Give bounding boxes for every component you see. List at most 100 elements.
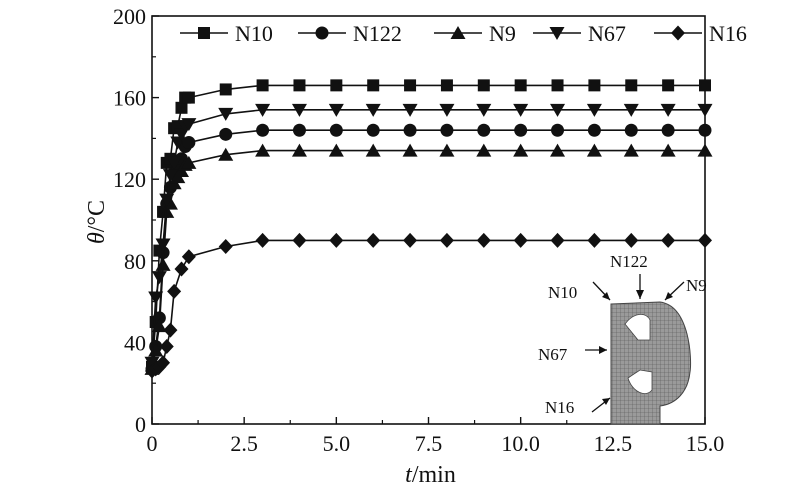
data-point-n9: [513, 143, 529, 157]
data-point-n67: [476, 103, 492, 117]
data-point-n67: [162, 169, 178, 183]
mesh-slot-top: [624, 314, 651, 341]
inset-arrowhead: [602, 398, 610, 405]
x-axis-unit: /min: [412, 462, 456, 488]
data-point-n122: [366, 123, 380, 137]
data-point-n122: [514, 123, 528, 137]
data-point-n9: [476, 143, 492, 157]
data-point-n67: [159, 193, 175, 207]
data-point-n9: [151, 319, 167, 333]
y-tick-label: 0: [135, 412, 146, 437]
data-point-n67: [166, 156, 182, 170]
legend-marker-n9: [450, 26, 466, 39]
y-axis-symbol: θ: [84, 232, 110, 244]
data-point-n16: [167, 283, 182, 299]
data-point-n9: [402, 143, 418, 157]
data-point-n10: [625, 79, 638, 92]
legend-marker-n122: [315, 26, 329, 40]
data-point-n10: [182, 91, 195, 104]
data-point-n67: [586, 103, 602, 117]
data-point-n9: [623, 143, 639, 157]
data-point-n9: [365, 143, 381, 157]
chart-axes: 0 2.5 5.0 7.5 10.0 12.5 15.0 0 40 80 120 160 200 t/mi…: [84, 4, 724, 488]
data-point-n16: [329, 232, 344, 248]
y-tick-label: 160: [113, 86, 146, 111]
legend-item-n9: N9: [434, 21, 516, 46]
data-point-n10: [367, 79, 380, 92]
data-point-n16: [513, 232, 528, 248]
legend-label: N10: [235, 21, 273, 46]
data-point-n67: [144, 356, 160, 370]
series-n16: [145, 232, 712, 379]
data-point-n9: [155, 257, 171, 271]
data-point-n122: [182, 135, 196, 149]
data-point-n67: [623, 103, 639, 117]
data-point-n10: [404, 79, 417, 92]
data-point-n122: [661, 123, 675, 137]
inset-callout-n9: N9: [664, 276, 707, 301]
data-point-n67: [697, 103, 713, 117]
data-point-n10: [514, 79, 527, 92]
inset-label: N10: [548, 283, 577, 302]
inset-arrowhead: [636, 290, 644, 299]
inset-mesh-figure: N10 N122 N9 N67 N16: [538, 252, 707, 425]
inset-arrowhead: [665, 292, 673, 300]
data-point-n9: [328, 143, 344, 157]
data-point-n122: [329, 123, 343, 137]
data-point-n122: [403, 123, 417, 137]
data-point-n16: [174, 261, 189, 277]
legend-label: N9: [489, 21, 516, 46]
legend-item-n16: N16: [654, 21, 747, 46]
legend-marker-n16: [671, 25, 685, 41]
mesh-body: [610, 301, 692, 425]
y-tick-label: 80: [124, 249, 146, 274]
inset-arrowhead: [602, 292, 610, 300]
y-axis-unit: /°C: [84, 200, 110, 232]
data-point-n67: [151, 271, 167, 285]
x-tick-label: 0: [147, 431, 158, 456]
data-point-n16: [159, 338, 174, 354]
data-point-n67: [148, 291, 164, 305]
data-point-n122: [698, 123, 712, 137]
data-point-n16: [218, 239, 233, 255]
data-point-n16: [181, 249, 196, 265]
data-point-n122: [292, 123, 306, 137]
data-point-n9: [218, 147, 234, 161]
data-point-n10: [219, 83, 232, 96]
data-point-n10: [477, 79, 490, 92]
data-point-n67: [155, 238, 171, 252]
inset-callout-n10: N10: [548, 281, 611, 302]
data-point-n67: [328, 103, 344, 117]
data-point-n9: [291, 143, 307, 157]
inset-callout-n67: N67: [538, 345, 607, 364]
data-point-n67: [181, 118, 197, 132]
legend-marker-n67: [549, 27, 565, 40]
data-point-n10: [699, 79, 711, 92]
data-point-n67: [660, 103, 676, 117]
data-point-n9: [439, 143, 455, 157]
inset-arrowhead: [599, 346, 607, 354]
inset-label: N16: [545, 398, 574, 417]
legend-label: N122: [353, 21, 402, 46]
legend-label: N67: [588, 21, 626, 46]
data-point-n16: [366, 232, 381, 248]
data-point-n16: [439, 232, 454, 248]
legend-item-n67: N67: [533, 21, 626, 46]
data-point-n9: [550, 143, 566, 157]
data-point-n10: [330, 79, 343, 92]
inset-label: N9: [686, 276, 707, 295]
mesh-slot-bottom: [627, 369, 653, 394]
data-point-n10: [551, 79, 564, 92]
x-axis-title: t/min: [405, 462, 456, 488]
data-point-n16: [698, 232, 712, 248]
data-point-n122: [256, 123, 270, 137]
data-point-n9: [697, 143, 713, 157]
legend-item-n122: N122: [298, 21, 402, 46]
data-point-n9: [159, 204, 175, 218]
series-n67: [144, 103, 713, 370]
y-axis-title: θ/°C: [84, 200, 110, 244]
data-point-n10: [588, 79, 601, 92]
x-tick-label: 15.0: [686, 431, 725, 456]
inset-callout-n122: N122: [610, 252, 648, 299]
